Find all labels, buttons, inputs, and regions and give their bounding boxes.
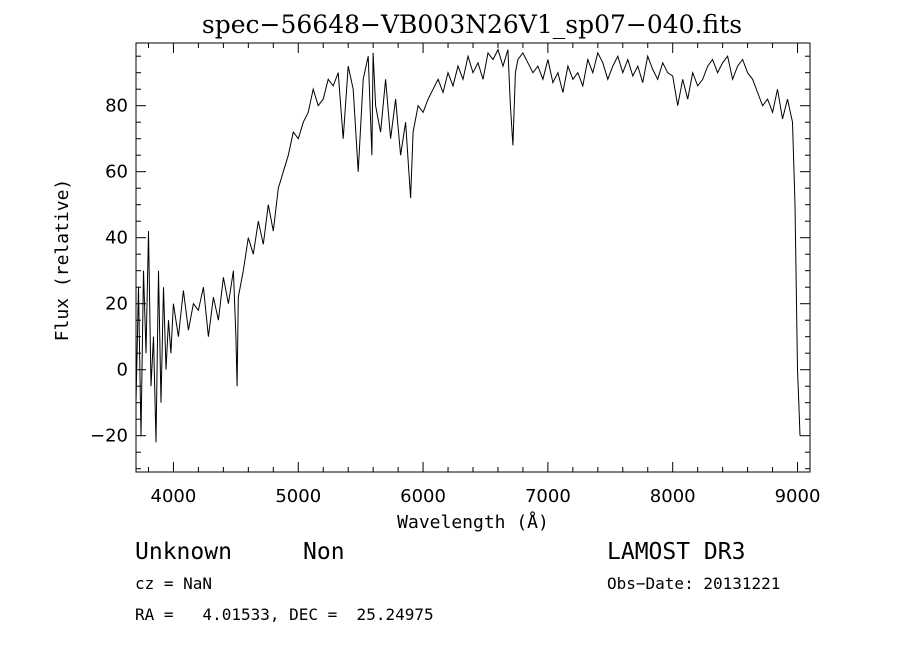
y-tick-label: 80	[105, 96, 128, 117]
x-tick-labels: 4000 5000 6000 7000 8000 9000	[151, 486, 821, 507]
object-class: Unknown	[135, 539, 232, 565]
x-axis-label: Wavelength (Å)	[397, 511, 549, 533]
axis-ticks	[136, 43, 810, 472]
chart-title: spec−56648−VB003N26V1_sp07−040.fits	[202, 10, 742, 39]
redshift-value: cz = NaN	[135, 574, 212, 593]
y-tick-labels: −20 0 20 40 60 80	[90, 96, 128, 447]
x-tick-label: 8000	[650, 486, 696, 507]
y-tick-label: 40	[105, 228, 128, 249]
x-tick-label: 4000	[151, 486, 197, 507]
y-tick-label: −20	[90, 426, 128, 447]
obs-date: Obs−Date: 20131221	[607, 574, 780, 593]
y-tick-label: 60	[105, 162, 128, 183]
x-tick-label: 9000	[775, 486, 821, 507]
coordinates: RA = 4.01533, DEC = 25.24975	[135, 605, 434, 624]
plot-frame	[135, 42, 811, 473]
survey-name: LAMOST DR3	[607, 539, 745, 565]
y-tick-label: 0	[117, 360, 128, 381]
x-tick-label: 5000	[275, 486, 321, 507]
object-subclass: Non	[303, 539, 345, 565]
y-tick-label: 20	[105, 294, 128, 315]
x-tick-label: 6000	[400, 486, 446, 507]
spectrum-line	[135, 48, 801, 443]
x-tick-label: 7000	[525, 486, 571, 507]
y-axis-label: Flux (relative)	[52, 179, 73, 342]
